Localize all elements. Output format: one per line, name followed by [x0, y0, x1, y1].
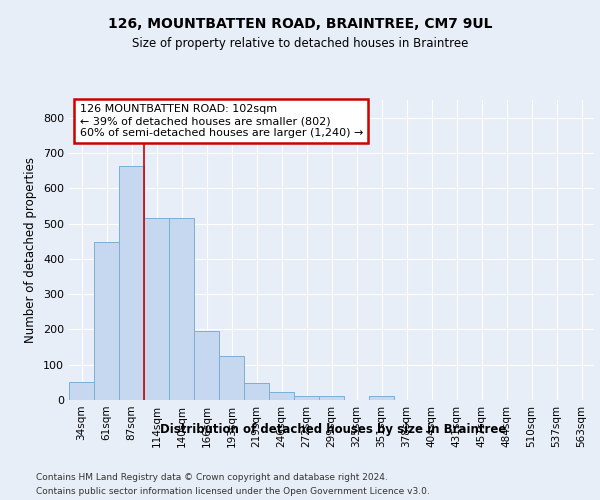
- Text: Size of property relative to detached houses in Braintree: Size of property relative to detached ho…: [132, 38, 468, 51]
- Bar: [194, 331, 219, 400]
- Bar: [369, 396, 394, 400]
- Bar: [144, 218, 169, 400]
- Text: Distribution of detached houses by size in Braintree: Distribution of detached houses by size …: [160, 422, 506, 436]
- Bar: [244, 384, 269, 400]
- Bar: [294, 396, 319, 400]
- Bar: [219, 356, 244, 400]
- Text: 126 MOUNTBATTEN ROAD: 102sqm
← 39% of detached houses are smaller (802)
60% of s: 126 MOUNTBATTEN ROAD: 102sqm ← 39% of de…: [79, 104, 363, 138]
- Bar: [94, 242, 119, 400]
- Y-axis label: Number of detached properties: Number of detached properties: [25, 157, 37, 343]
- Bar: [119, 166, 144, 400]
- Bar: [319, 396, 344, 400]
- Text: Contains HM Land Registry data © Crown copyright and database right 2024.: Contains HM Land Registry data © Crown c…: [36, 472, 388, 482]
- Bar: [169, 218, 194, 400]
- Bar: [269, 392, 294, 400]
- Bar: [69, 382, 94, 400]
- Text: Contains public sector information licensed under the Open Government Licence v3: Contains public sector information licen…: [36, 488, 430, 496]
- Text: 126, MOUNTBATTEN ROAD, BRAINTREE, CM7 9UL: 126, MOUNTBATTEN ROAD, BRAINTREE, CM7 9U…: [108, 18, 492, 32]
